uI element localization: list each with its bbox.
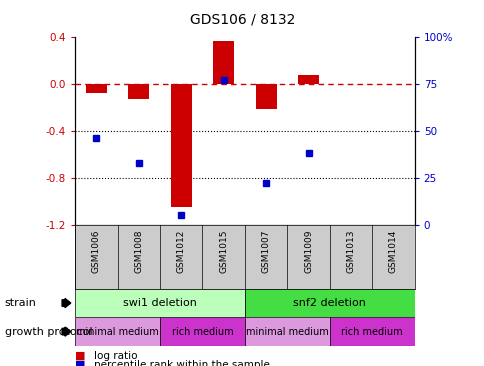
Bar — [255, 83, 276, 109]
Text: growth protocol: growth protocol — [5, 326, 92, 337]
Bar — [244, 289, 414, 317]
Bar — [244, 317, 329, 346]
Bar — [212, 41, 234, 83]
Text: swi1 deletion: swi1 deletion — [123, 298, 197, 308]
Text: GDS106 / 8132: GDS106 / 8132 — [189, 13, 295, 27]
Text: GSM1012: GSM1012 — [176, 230, 185, 273]
Text: GSM1008: GSM1008 — [134, 230, 143, 273]
Text: strain: strain — [5, 298, 37, 308]
Text: minimal medium: minimal medium — [245, 326, 328, 337]
Text: GSM1007: GSM1007 — [261, 230, 270, 273]
Bar — [86, 83, 107, 93]
Bar — [329, 317, 414, 346]
Text: rich medium: rich medium — [341, 326, 402, 337]
Text: ■: ■ — [75, 351, 86, 361]
Text: GSM1013: GSM1013 — [346, 230, 355, 273]
Bar — [75, 317, 160, 346]
Bar — [128, 83, 149, 99]
Bar — [160, 317, 244, 346]
Text: rich medium: rich medium — [171, 326, 233, 337]
Text: GSM1006: GSM1006 — [91, 230, 101, 273]
Text: log ratio: log ratio — [93, 351, 137, 361]
Bar — [297, 75, 318, 83]
Text: GSM1014: GSM1014 — [388, 230, 397, 273]
Text: snf2 deletion: snf2 deletion — [293, 298, 365, 308]
Text: GSM1015: GSM1015 — [219, 230, 228, 273]
Text: GSM1009: GSM1009 — [303, 230, 313, 273]
Bar — [75, 289, 244, 317]
Text: ■: ■ — [75, 359, 86, 366]
Text: percentile rank within the sample: percentile rank within the sample — [93, 359, 269, 366]
Text: minimal medium: minimal medium — [76, 326, 159, 337]
Bar — [170, 83, 192, 207]
